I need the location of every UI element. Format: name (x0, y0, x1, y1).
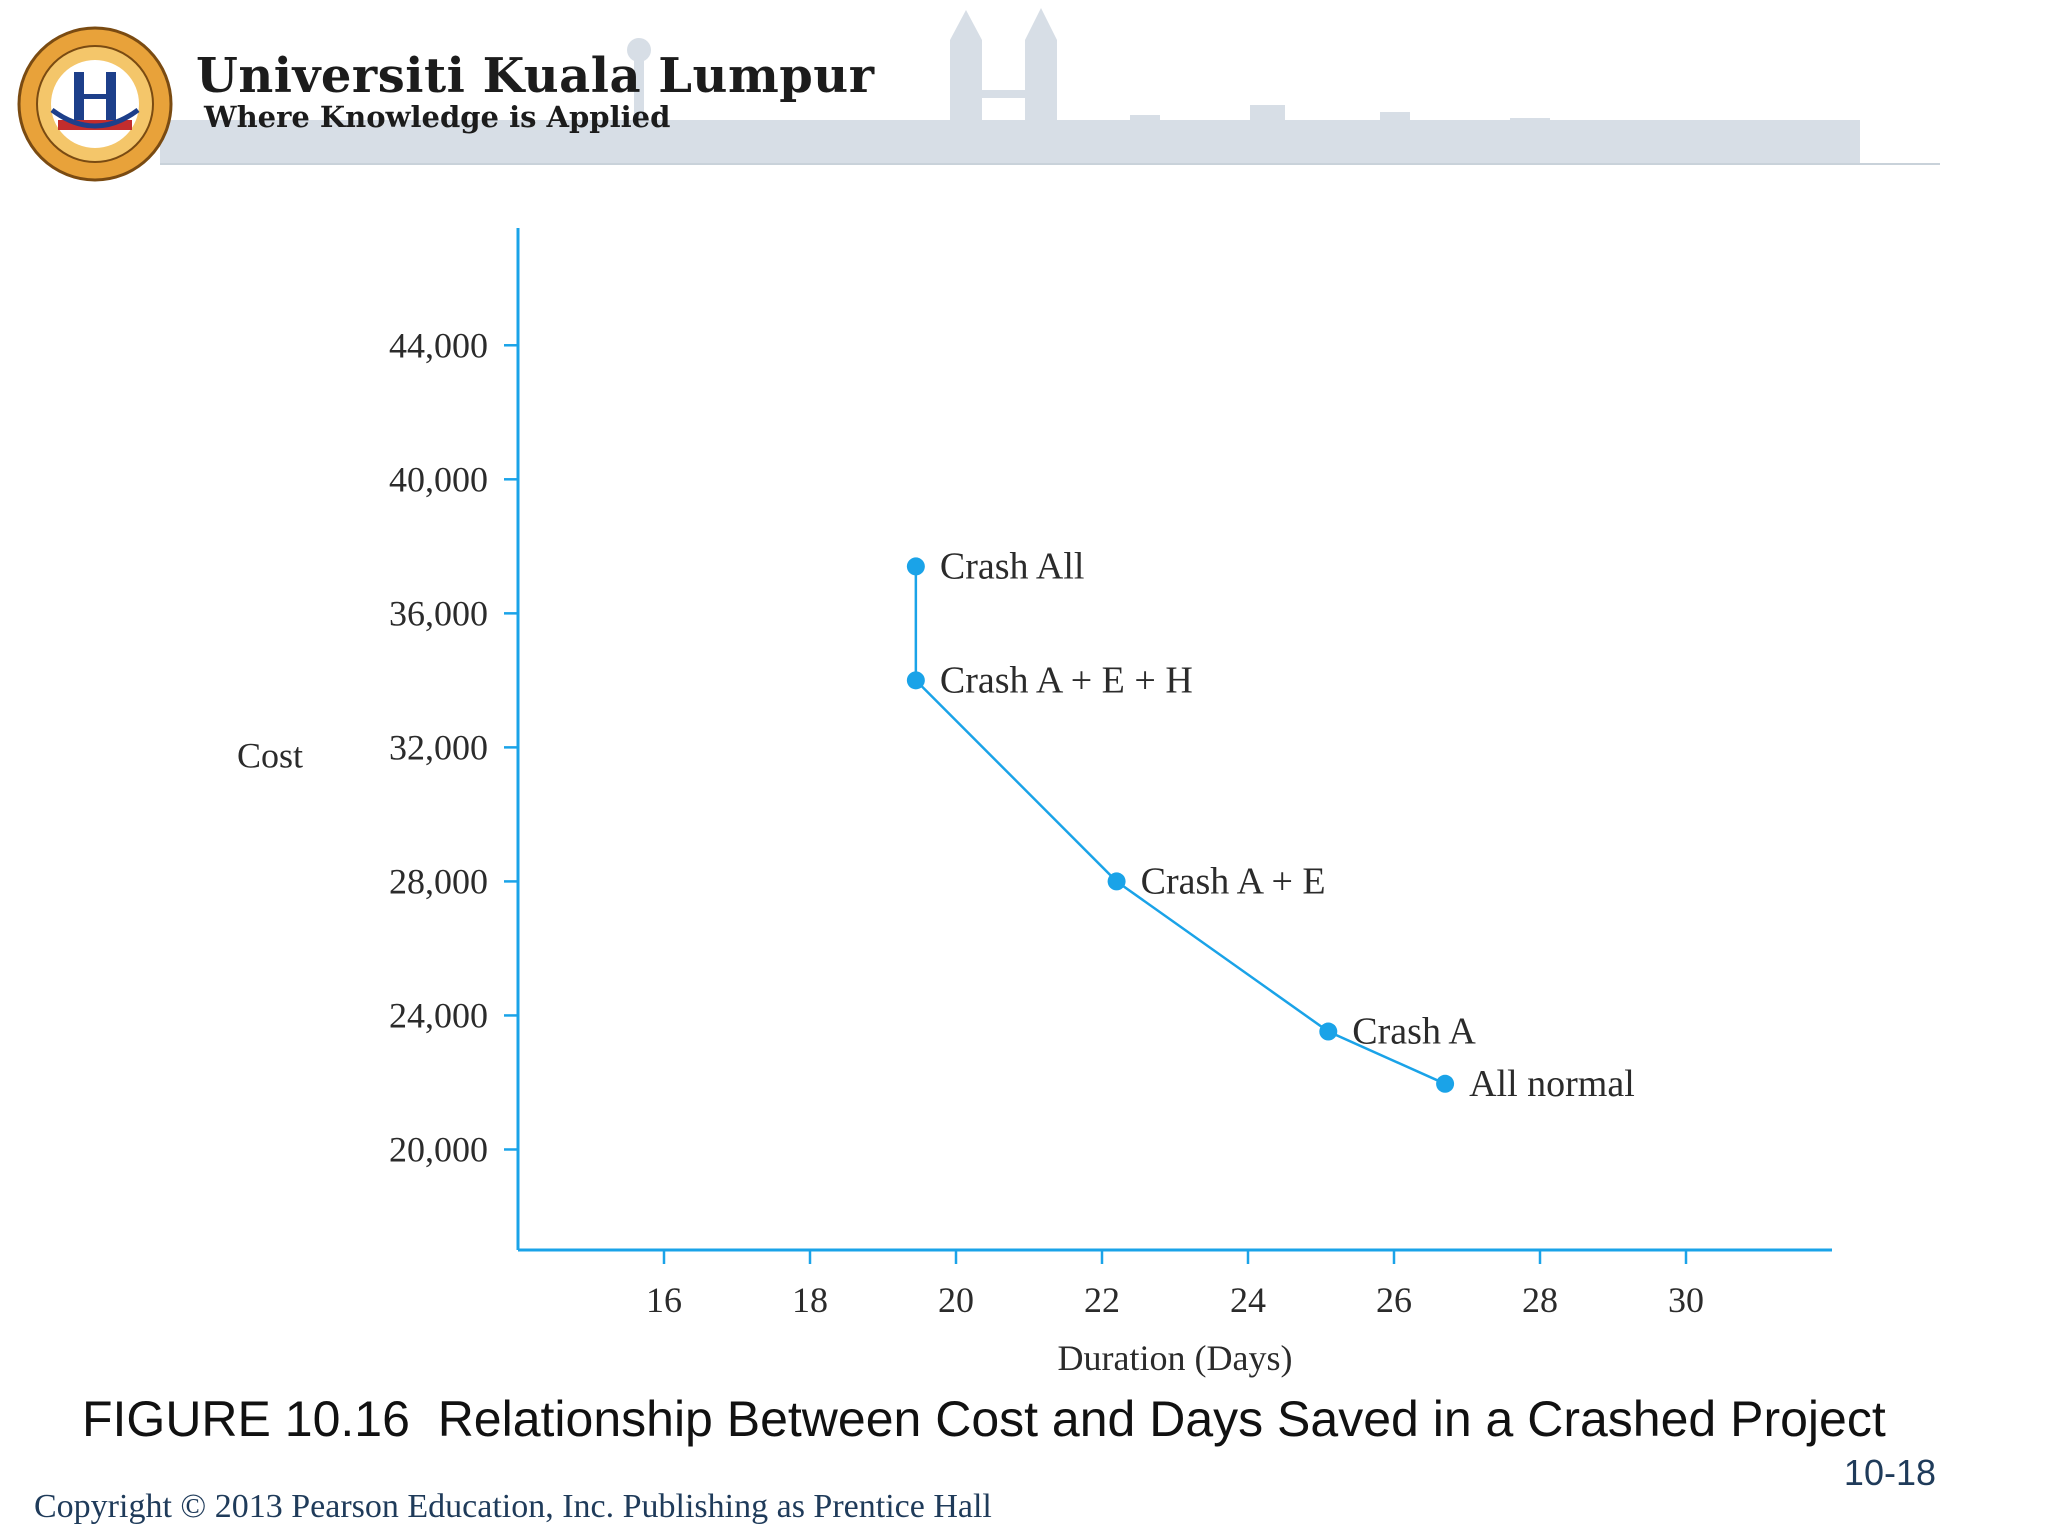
y-axis-title: Cost (237, 735, 303, 775)
data-point-label: Crash A + E (1141, 860, 1326, 902)
university-name: Universiti Kuala Lumpur (196, 48, 874, 104)
cost-curve-line (916, 566, 1445, 1083)
data-point (907, 557, 925, 575)
x-tick-label: 28 (1522, 1280, 1558, 1320)
y-tick-label: 20,000 (389, 1129, 488, 1169)
data-point (1436, 1075, 1454, 1093)
x-tick-label: 26 (1376, 1280, 1412, 1320)
y-tick-label: 24,000 (389, 995, 488, 1035)
data-point (1108, 872, 1126, 890)
data-point-label: Crash A + E + H (940, 659, 1193, 701)
x-tick-label: 20 (938, 1280, 974, 1320)
y-tick-label: 36,000 (389, 593, 488, 633)
y-tick-label: 32,000 (389, 727, 488, 767)
figure-caption: FIGURE 10.16 Relationship Between Cost a… (82, 1390, 1886, 1448)
x-tick-label: 22 (1084, 1280, 1120, 1320)
y-tick-label: 44,000 (389, 325, 488, 365)
data-point-label: Crash A (1352, 1011, 1476, 1053)
slide-header: Universiti Kuala Lumpur Where Knowledge … (0, 0, 2048, 190)
data-point (1319, 1023, 1337, 1041)
x-tick-label: 24 (1230, 1280, 1266, 1320)
data-point-label: Crash All (940, 545, 1085, 587)
university-tagline: Where Knowledge is Applied (204, 100, 670, 134)
data-point-label: All normal (1469, 1063, 1635, 1105)
copyright-notice: Copyright © 2013 Pearson Education, Inc.… (34, 1488, 992, 1526)
slide-number: 10-18 (1844, 1452, 1936, 1494)
cost-duration-chart: 20,000 24,000 28,000 32,000 36,000 40,000 44,0… (0, 200, 2048, 1380)
x-axis-title: Duration (Days) (1058, 1338, 1293, 1378)
x-tick-label: 30 (1668, 1280, 1704, 1320)
unikl-crest-icon (10, 24, 180, 184)
header-divider (160, 163, 1940, 165)
x-tick-label: 16 (646, 1280, 682, 1320)
y-tick-label: 28,000 (389, 861, 488, 901)
y-tick-label: 40,000 (389, 459, 488, 499)
data-point (907, 671, 925, 689)
x-tick-label: 18 (792, 1280, 828, 1320)
